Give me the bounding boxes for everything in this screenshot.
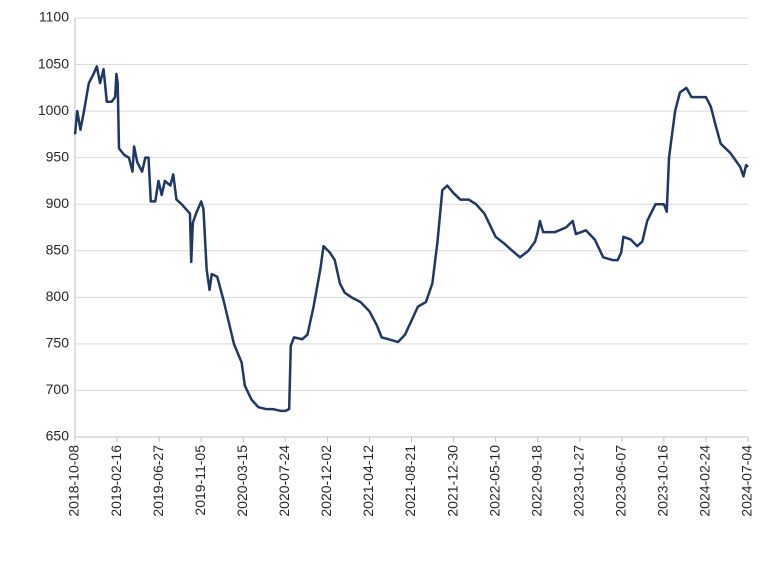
x-tick-label: 2023-01-27	[570, 445, 586, 517]
x-tick-label: 2024-02-24	[697, 445, 713, 517]
x-tick-label: 2023-06-07	[613, 445, 629, 517]
y-tick-label: 1000	[38, 102, 69, 118]
y-tick-label: 700	[46, 381, 70, 397]
x-tick-label: 2021-04-12	[360, 445, 376, 517]
x-tick-label: 2021-08-21	[402, 445, 418, 517]
x-tick-label: 2018-10-08	[66, 445, 82, 517]
y-tick-label: 650	[46, 428, 70, 444]
x-tick-label: 2022-09-18	[528, 445, 544, 517]
y-tick-label: 900	[46, 195, 70, 211]
y-tick-label: 1100	[39, 9, 69, 25]
x-tick-label: 2022-05-10	[486, 445, 502, 517]
y-tick-label: 1050	[38, 55, 69, 71]
y-tick-label: 750	[46, 335, 70, 351]
x-tick-label: 2021-12-30	[444, 445, 460, 517]
x-tick-label: 2019-06-27	[150, 445, 166, 517]
series-line	[73, 65, 749, 413]
x-tick-label: 2020-07-24	[276, 445, 292, 517]
y-tick-label: 800	[46, 288, 70, 304]
y-tick-label: 950	[46, 148, 70, 164]
x-tick-label: 2019-02-16	[108, 445, 124, 517]
x-tick-label: 2020-12-02	[318, 445, 334, 517]
x-tick-label: 2020-03-15	[234, 445, 250, 517]
y-tick-label: 850	[46, 241, 70, 257]
x-tick-label: 2024-07-04	[739, 445, 755, 517]
x-tick-label: 2019-11-05	[192, 445, 208, 516]
x-tick-label: 2023-10-16	[655, 445, 671, 517]
